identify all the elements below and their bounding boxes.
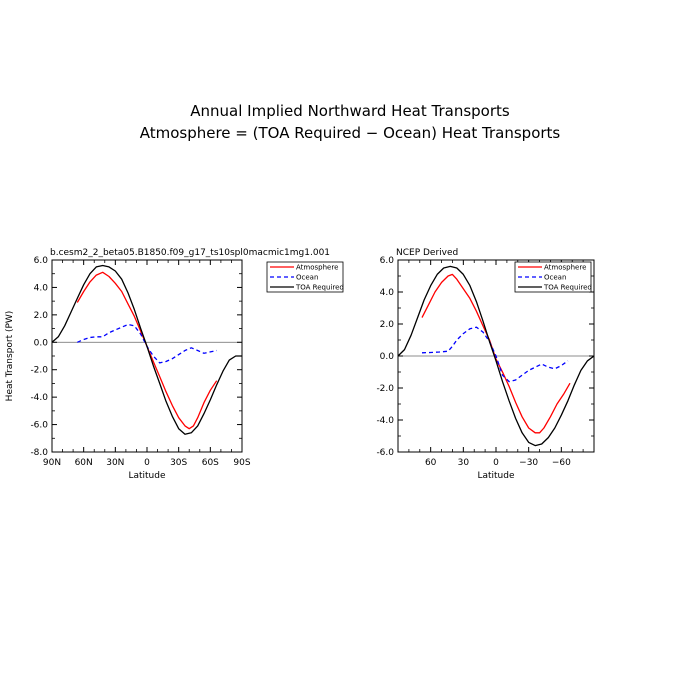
left-ytick-label: -2.0: [30, 366, 48, 376]
left-legend-label-atmosphere: Atmosphere: [296, 264, 338, 272]
right-xtick-label: −30: [519, 458, 538, 468]
right-legend-label-toa-required: TOA Required: [543, 284, 592, 292]
right-xaxis-label: Latitude: [477, 471, 515, 481]
left-legend-label-toa-required: TOA Required: [295, 284, 344, 292]
left-ytick-label: -8.0: [30, 448, 48, 458]
figure-title-line-2: Atmosphere = (TOA Required − Ocean) Heat…: [140, 124, 561, 142]
left-ytick-label: -4.0: [30, 393, 48, 403]
right-xtick-label: 30: [458, 458, 470, 468]
left-ytick-label: -6.0: [30, 421, 48, 431]
right-legend-label-ocean: Ocean: [544, 274, 566, 282]
left-xtick-label: 60S: [202, 458, 219, 468]
right-legend-label-atmosphere: Atmosphere: [544, 264, 586, 272]
left-xtick-label: 30N: [106, 458, 124, 468]
chart-panel-right: 6.0 4.0 2.0 0.0 -2.0 -4.0 -6.0 60 30 0 −30 −60 Latit…: [376, 248, 595, 481]
left-xtick-label: 90S: [233, 458, 250, 468]
right-series-toa-required: [397, 265, 595, 447]
right-ytick-label: 6.0: [380, 256, 395, 266]
left-ytick-label: 2.0: [34, 311, 49, 321]
right-xtick-label: 60: [425, 458, 437, 468]
right-ytick-label: -4.0: [376, 416, 394, 426]
left-ytick-label: 6.0: [34, 256, 49, 266]
left-ytick-label: 4.0: [34, 283, 49, 293]
left-xtick-label: 60N: [75, 458, 93, 468]
left-xtick-label: 0: [144, 458, 150, 468]
right-panel-title: NCEP Derived: [396, 248, 458, 258]
left-xtick-label: 30S: [170, 458, 187, 468]
left-legend-label-ocean: Ocean: [296, 274, 318, 282]
right-ytick-label: 4.0: [380, 288, 395, 298]
left-xaxis-label: Latitude: [128, 471, 166, 481]
right-ytick-label: 2.0: [380, 320, 395, 330]
left-series-toa-required: [51, 264, 242, 435]
left-panel-title: b.cesm2_2_beta05.B1850.f09_g17_ts10spl0m…: [50, 248, 330, 258]
right-xtick-label: 0: [493, 458, 499, 468]
right-ytick-label: -6.0: [376, 448, 394, 458]
right-xtick-label: −60: [552, 458, 571, 468]
left-xtick-label: 90N: [43, 458, 61, 468]
left-yaxis-label: Heat Transport (PW): [5, 311, 15, 402]
right-ytick-label: -2.0: [376, 384, 394, 394]
left-ytick-label: 0.0: [34, 338, 49, 348]
figure-title-line-1: Annual Implied Northward Heat Transports: [190, 102, 510, 120]
right-ytick-label: 0.0: [380, 352, 395, 362]
right-series-ocean: [421, 326, 569, 383]
